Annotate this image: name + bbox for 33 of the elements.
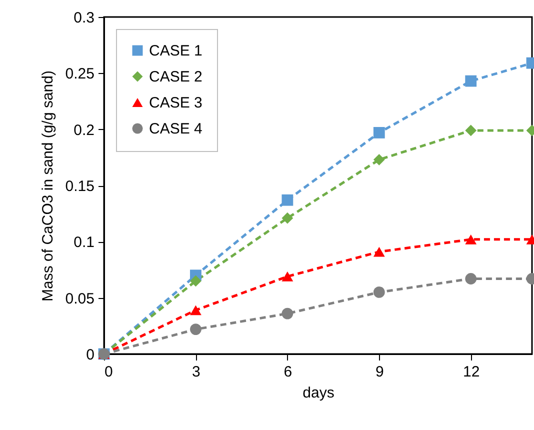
point <box>373 154 385 166</box>
point <box>373 246 385 257</box>
point <box>465 75 477 87</box>
x-tick-label: 3 <box>192 364 200 380</box>
x-tick-label: 12 <box>463 364 480 380</box>
legend-label: CASE 3 <box>149 94 202 112</box>
y-tick-label: 0.25 <box>65 66 94 83</box>
x-axis-title: days <box>302 384 334 402</box>
y-tick-label: 0.15 <box>65 178 94 195</box>
point <box>190 305 202 316</box>
y-tick-label: 0.2 <box>74 122 94 139</box>
legend-label: CASE 1 <box>149 42 202 60</box>
y-tick-label: 0 <box>86 346 94 364</box>
point <box>282 212 294 224</box>
x-tick-label: 9 <box>375 364 384 380</box>
point <box>282 308 294 320</box>
y-tick-label: 0.1 <box>74 234 94 252</box>
point <box>465 234 477 244</box>
y-axis-title: Mass of CaCO3 in sand (g/g sand) <box>39 70 56 302</box>
y-tick-label: 0.05 <box>65 290 94 308</box>
point <box>465 273 477 284</box>
point <box>282 272 294 282</box>
x-tick-label: 6 <box>284 364 292 380</box>
point <box>190 275 202 287</box>
point <box>465 124 477 136</box>
legend-label: CASE 2 <box>149 68 202 86</box>
y-tick-label: 0.3 <box>74 10 94 26</box>
x-tick-label: 0 <box>104 364 113 380</box>
legend-label: CASE 4 <box>149 120 202 138</box>
point <box>282 194 294 206</box>
point <box>373 127 385 138</box>
point <box>190 324 202 335</box>
point <box>373 286 385 298</box>
